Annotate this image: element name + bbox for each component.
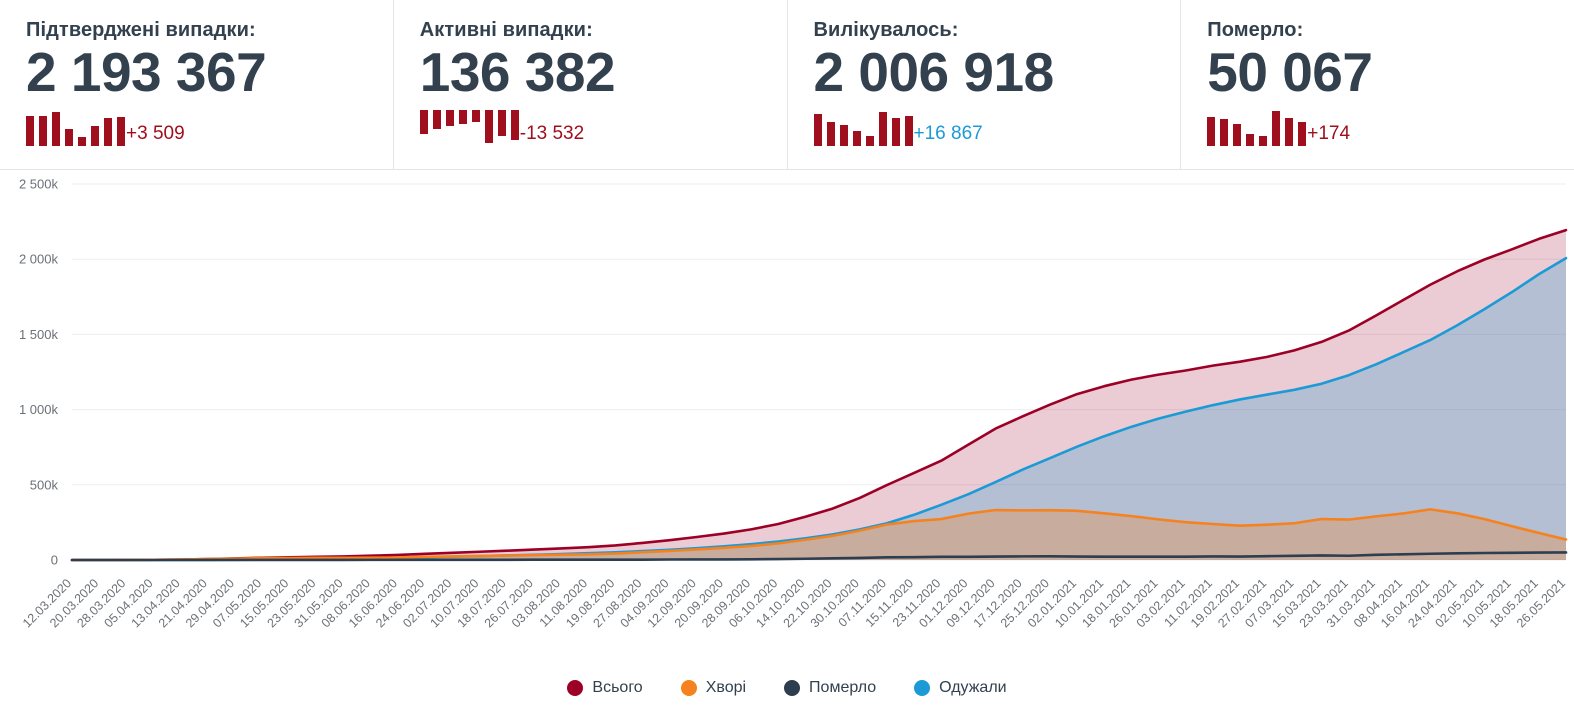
spark-bar [510,109,519,140]
stat-title-recovered: Вилікувалось: [813,19,959,41]
legend-dot-total [567,680,584,696]
spark-bar [878,111,887,146]
stat-spark-row-recovered: +16 867 [813,106,1181,146]
spark-bar [104,117,112,146]
series-line-deceased [70,551,1568,562]
sparkline-confirmed [26,110,125,146]
spark-bar [1285,117,1294,146]
stat-delta-recovered: +16 867 [913,122,983,144]
spark-bar [52,111,60,146]
spark-bar [813,113,822,146]
series-area-recovered [72,258,1566,560]
timeseries-chart: 0 500k 1 000k 1 500k 2 000k 2 500k 12.03.2020 2… [0,170,1574,705]
sparkline-active [419,109,519,146]
legend-label-active: Хворі [705,679,747,696]
spark-bar [419,109,428,134]
legend-dot-active [680,680,697,696]
stat-title-deceased: Померло: [1207,19,1304,41]
y-axis-tick-label: 1 000k [19,402,59,417]
spark-bar [78,136,86,146]
spark-bar [497,109,506,136]
series-area-total [72,230,1566,560]
stat-card-recovered: Вилікувалось: 2 006 918 +16 867 [786,0,1181,169]
legend-label-recovered: Одужали [939,679,1007,696]
spark-bar [1220,118,1229,146]
spark-bar [826,121,835,146]
spark-bar [891,117,900,146]
chart-legend: Всього Хворі Померло Одужали [0,679,1574,697]
sparkline-recovered [813,110,913,146]
spark-bar [117,116,125,146]
spark-bar [471,109,480,122]
stat-card-confirmed: Підтверджені випадки: 2 193 367 +3 509 [0,0,393,169]
y-axis-tick-label: 1 500k [19,327,59,342]
legend-dot-recovered [914,680,931,696]
spark-bar [1207,116,1216,146]
stat-delta-confirmed: +3 509 [126,122,185,144]
stat-spark-row-confirmed: +3 509 [26,106,393,146]
y-axis-tick-label: 2 000k [19,252,59,267]
spark-bar [904,115,913,146]
y-axis-tick-label: 500k [30,477,59,492]
legend-item-total[interactable]: Всього [567,679,643,697]
stat-card-active: Активні випадки: 136 382 -13 532 [392,0,787,169]
stat-card-deceased: Померло: 50 067 +174 [1180,0,1574,169]
spark-bar [1259,135,1268,146]
spark-bar [39,115,47,146]
spark-bar [458,109,467,124]
series-area-active [72,509,1566,560]
legend-label-deceased: Померло [809,679,877,696]
stat-delta-deceased: +174 [1307,122,1351,144]
y-axis-tick-label: 0 [51,553,58,568]
spark-bar [865,135,874,146]
stats-row: Підтверджені випадки: 2 193 367 +3 509 А… [0,0,1574,170]
y-axis-tick-label: 2 500k [19,177,59,192]
spark-bar [65,128,73,146]
legend-dot-deceased [784,680,801,696]
stat-spark-row-deceased: +174 [1207,106,1574,146]
spark-bar [852,130,861,146]
legend-item-active[interactable]: Хворі [680,679,747,697]
spark-bar [839,124,848,146]
spark-bar [1298,121,1307,146]
spark-bar [26,115,34,146]
spark-bar [1233,123,1242,146]
legend-label-total: Всього [592,679,643,696]
stat-spark-row-active: -13 532 [419,106,787,146]
spark-bar [432,109,441,129]
stat-value-active: 136 382 [419,41,616,103]
spark-bar [91,125,99,146]
stat-title-confirmed: Підтверджені випадки: [26,19,256,41]
stat-value-confirmed: 2 193 367 [26,41,267,103]
spark-bar [484,109,493,143]
stat-value-deceased: 50 067 [1207,41,1373,103]
spark-bar [445,109,454,126]
stat-delta-active: -13 532 [519,122,585,144]
stat-value-recovered: 2 006 918 [813,41,1055,103]
legend-item-deceased[interactable]: Померло [784,679,876,697]
spark-bar [1246,133,1255,146]
series-line-active [70,508,1568,562]
spark-bar [1272,110,1281,146]
legend-item-recovered[interactable]: Одужали [914,679,1007,697]
sparkline-deceased [1207,110,1307,146]
stat-title-active: Активні випадки: [419,19,593,41]
